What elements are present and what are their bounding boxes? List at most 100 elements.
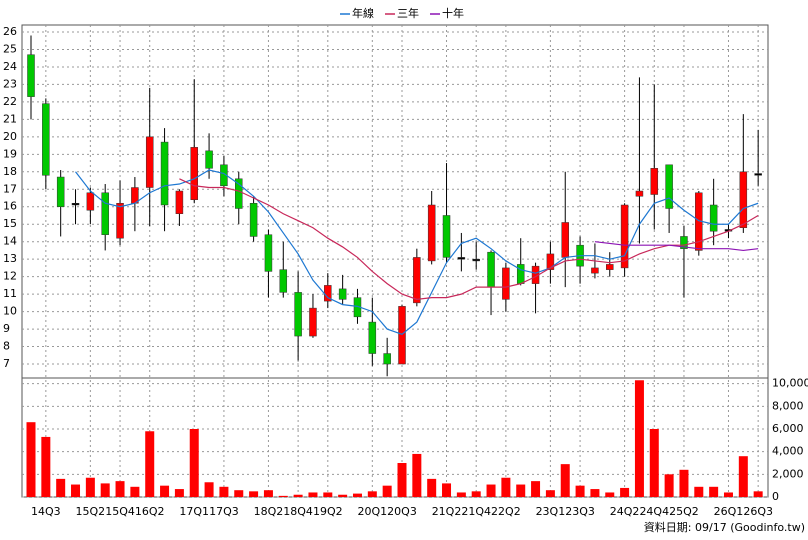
candle-body	[56, 176, 65, 207]
volume-bar	[664, 474, 674, 497]
volume-bar	[204, 482, 214, 497]
candle-body	[86, 192, 95, 211]
volume-bar	[189, 429, 199, 497]
volume-bar	[160, 485, 170, 497]
volume-bar	[338, 494, 348, 497]
x-tick-label: 18Q4	[283, 505, 313, 518]
candle-body	[160, 141, 169, 206]
candle-body	[546, 253, 555, 270]
candle-body	[665, 164, 673, 209]
candle-body	[249, 202, 258, 237]
candle-body	[502, 267, 510, 300]
volume-bar	[753, 491, 763, 497]
y-tick-label: 11	[3, 287, 17, 300]
volume-bar	[130, 486, 140, 497]
candle-body	[309, 307, 317, 337]
volume-bar	[620, 487, 630, 497]
candle-body	[635, 190, 644, 197]
volume-bar	[723, 492, 733, 497]
candle-body	[620, 204, 629, 269]
volume-bar	[249, 491, 259, 497]
volume-bar	[293, 494, 303, 497]
candle-body	[413, 257, 421, 304]
x-tick-label: 20Q1	[357, 505, 387, 518]
candle-body	[487, 251, 495, 288]
x-tick-label: 20Q3	[387, 505, 417, 518]
candle-body	[294, 292, 302, 337]
volume-tick-label: 6,000	[772, 422, 804, 435]
volume-bar	[71, 484, 81, 497]
moving-average-line	[179, 178, 759, 300]
y-tick-label: 12	[3, 270, 17, 283]
x-tick-label: 19Q2	[313, 505, 343, 518]
y-tick-label: 19	[3, 147, 17, 160]
moving-average-line	[75, 169, 759, 335]
y-tick-label: 16	[3, 200, 17, 213]
source-note: 資料日期: 09/17 (Goodinfo.tw)	[644, 520, 805, 534]
x-tick-label: 14Q3	[31, 505, 61, 518]
volume-bar	[352, 493, 362, 497]
candle-body	[190, 147, 198, 201]
candle-body	[754, 173, 762, 176]
volume-bar	[486, 484, 496, 497]
y-tick-label: 21	[3, 112, 17, 125]
y-tick-label: 25	[3, 42, 17, 55]
candle-body	[368, 321, 377, 354]
x-tick-label: 16Q2	[135, 505, 165, 518]
candle-body	[591, 267, 599, 274]
x-tick-label: 21Q4	[461, 505, 491, 518]
y-tick-label: 23	[3, 77, 17, 90]
y-tick-label: 20	[3, 130, 17, 143]
candle-body	[739, 171, 748, 228]
candle-body	[516, 264, 525, 284]
volume-bar	[456, 492, 466, 497]
legend-label: 三年	[397, 6, 419, 20]
legend-label: 年線	[352, 6, 374, 20]
volume-bar	[471, 491, 481, 497]
legend-label: 十年	[442, 6, 464, 20]
x-tick-label: 18Q2	[254, 505, 284, 518]
volume-tick-label: 2,000	[772, 467, 804, 480]
y-tick-label: 22	[3, 95, 17, 108]
candle-body	[680, 236, 688, 249]
y-tick-label: 17	[3, 182, 17, 195]
volume-bar	[738, 456, 748, 497]
y-tick-label: 9	[3, 322, 10, 335]
volume-bar	[145, 431, 155, 497]
volume-tick-label: 10,000	[772, 377, 808, 390]
volume-bar	[427, 478, 437, 497]
volume-tick-label: 4,000	[772, 445, 804, 458]
volume-bar	[531, 481, 541, 497]
candle-body	[606, 264, 614, 270]
candle-body	[116, 202, 124, 239]
volume-bar	[412, 453, 422, 497]
x-tick-label: 22Q2	[491, 505, 521, 518]
moving-average-line	[594, 241, 759, 252]
candle-body	[442, 215, 451, 258]
volume-bar	[545, 490, 555, 497]
volume-bar	[100, 483, 110, 497]
volume-bar	[590, 489, 600, 497]
x-tick-label: 24Q2	[610, 505, 640, 518]
volume-tick-label: 0	[772, 490, 779, 503]
y-tick-label: 24	[3, 60, 17, 73]
y-tick-label: 8	[3, 340, 10, 353]
candle-body	[709, 204, 718, 232]
x-tick-label: 23Q3	[565, 505, 595, 518]
volume-bar	[709, 486, 719, 497]
volume-bar	[382, 485, 392, 497]
y-tick-label: 10	[3, 305, 17, 318]
candle-body	[27, 54, 35, 97]
x-tick-label: 15Q2	[76, 505, 106, 518]
volume-tick-label: 8,000	[772, 399, 804, 412]
y-tick-label: 7	[3, 357, 10, 370]
plot-frame	[21, 24, 769, 498]
volume-bar	[501, 477, 511, 497]
candle-body	[427, 204, 436, 262]
x-tick-label: 26Q3	[743, 505, 773, 518]
y-tick-label: 14	[3, 235, 17, 248]
volume-bar	[174, 489, 184, 497]
volume-bar	[308, 492, 318, 497]
volume-bar	[323, 492, 333, 497]
y-tick-label: 13	[3, 252, 17, 265]
